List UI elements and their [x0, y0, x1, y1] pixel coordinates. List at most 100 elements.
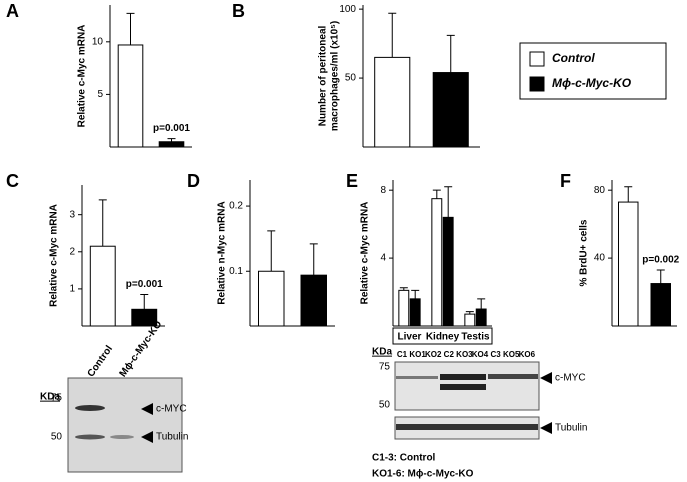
- y-tick-label: 100: [339, 4, 356, 15]
- panel-letter: E: [346, 171, 358, 191]
- y-tick-label: 2: [69, 246, 75, 257]
- arrow: [540, 372, 552, 384]
- error-bar: [309, 243, 318, 276]
- y-axis-label: Relative c-Myc mRNA: [360, 202, 371, 305]
- error-bar: [126, 12, 135, 45]
- blot-marker: 50: [379, 400, 391, 411]
- bar: [464, 313, 476, 327]
- x-tick-label: Testis: [461, 332, 490, 343]
- y-axis-label: Relative n-Myc mRNA: [217, 201, 228, 304]
- legend-label: Control: [552, 51, 595, 65]
- band: [110, 435, 134, 439]
- blot-marker: 50: [51, 432, 63, 443]
- bar: [442, 216, 454, 327]
- error-bar: [444, 186, 453, 218]
- lane-label: KO6: [519, 350, 536, 359]
- band: [75, 434, 105, 440]
- bar: [475, 308, 487, 327]
- lane-label: Control: [86, 344, 116, 380]
- bar: [300, 274, 327, 327]
- error-bar: [656, 269, 665, 284]
- bar: [374, 56, 411, 148]
- error-bar: [465, 311, 474, 315]
- blot-note: KO1-6: Mϕ-c-Myc-KO: [372, 469, 474, 480]
- error-bar: [446, 34, 455, 73]
- error-bar: [432, 189, 441, 199]
- error-bar: [399, 287, 408, 291]
- x-tick-label: Kidney: [426, 332, 460, 343]
- y-axis-label: Relative c-Myc mRNA: [77, 25, 88, 128]
- error-bar: [140, 293, 149, 310]
- bar: [89, 245, 116, 327]
- band-label: Tubulin: [156, 432, 188, 443]
- y-tick-label: 4: [380, 253, 386, 264]
- lane-label: KO4: [472, 350, 489, 359]
- lane-label: KO5: [503, 350, 520, 359]
- band: [75, 405, 105, 411]
- y-axis-label: Number of peritoneal: [318, 26, 329, 127]
- annotation: p=0.002: [642, 255, 679, 266]
- panel-letter: A: [6, 1, 19, 21]
- blot-note: C1-3: Control: [372, 453, 436, 464]
- y-tick-label: 5: [97, 89, 103, 100]
- y-tick-label: 10: [92, 36, 104, 47]
- bar: [131, 308, 158, 327]
- band: [440, 374, 486, 380]
- band: [488, 374, 538, 379]
- y-tick-label: 1: [69, 284, 75, 295]
- arrow: [141, 403, 153, 415]
- band-label: Tubulin: [555, 423, 587, 434]
- legend-swatch: [529, 51, 545, 67]
- arrow: [141, 431, 153, 443]
- lane-label: C1: [397, 350, 408, 359]
- lane-label: C3: [490, 350, 501, 359]
- y-tick-label: 50: [345, 73, 357, 84]
- lane-label: KO3: [456, 350, 473, 359]
- y-tick-label: 80: [594, 185, 606, 196]
- y-axis-label: Relative c-Myc mRNA: [49, 204, 60, 307]
- y-tick-label: 40: [594, 253, 606, 264]
- band: [440, 384, 486, 390]
- panel-letter: D: [187, 171, 200, 191]
- y-axis-label: macrophages/ml (x10⁵): [330, 21, 341, 131]
- legend-label: Mϕ-c-Myc-KO: [552, 76, 632, 90]
- bar: [158, 141, 185, 148]
- band: [396, 376, 438, 379]
- blot-unit: KDa: [372, 347, 392, 358]
- blot-unit: KDa: [40, 392, 60, 403]
- error-bar: [624, 186, 633, 203]
- panel-letter: F: [560, 171, 571, 191]
- category-frame: [392, 327, 493, 345]
- band-label: c-MYC: [156, 404, 187, 415]
- x-tick-label: Liver: [398, 332, 422, 343]
- panel-letter: C: [6, 171, 19, 191]
- error-bar: [267, 230, 276, 272]
- band-label: c-MYC: [555, 373, 586, 384]
- lane-label: KO2: [425, 350, 442, 359]
- band: [396, 424, 538, 430]
- error-bar: [477, 298, 486, 310]
- y-tick-label: 0.1: [229, 266, 243, 277]
- bar: [431, 198, 443, 327]
- annotation: p=0.001: [153, 123, 190, 134]
- blot-c: KDa 75 50 Control Mϕ-c-Myc-KO c-MYC Tubu…: [40, 319, 188, 473]
- lane-label: Mϕ-c-Myc-KO: [118, 319, 165, 379]
- y-tick-label: 0.2: [229, 201, 243, 212]
- annotation: p=0.001: [126, 279, 163, 290]
- error-bar: [167, 138, 176, 142]
- y-tick-label: 3: [69, 209, 75, 220]
- blot-marker: 75: [51, 393, 63, 404]
- error-bar: [388, 12, 397, 58]
- error-bar: [98, 199, 107, 247]
- bar: [432, 72, 469, 148]
- arrow: [540, 422, 552, 434]
- y-tick-label: 8: [380, 185, 386, 196]
- bar: [258, 270, 285, 327]
- error-bar: [411, 289, 420, 299]
- bar: [117, 44, 144, 148]
- lane-label: C2: [444, 350, 455, 359]
- bar: [618, 201, 639, 327]
- legend-swatch: [529, 76, 545, 92]
- blot-e: KDa 75 50 c-MYC Tubulin C1-3: Control KO…: [372, 347, 587, 480]
